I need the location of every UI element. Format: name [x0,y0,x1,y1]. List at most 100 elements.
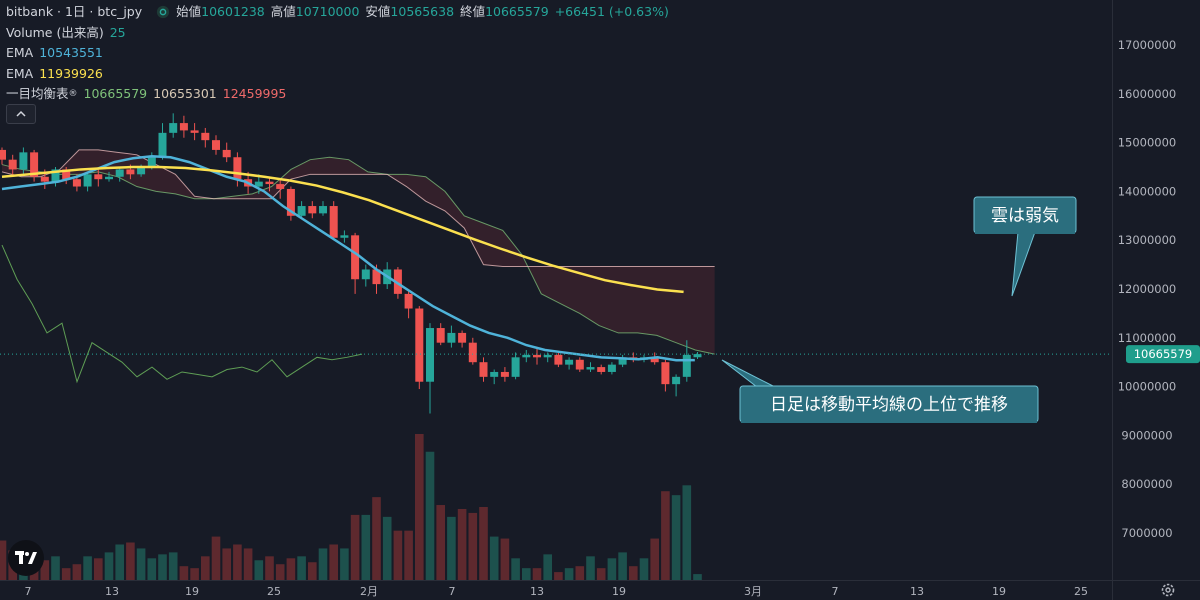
candle-body [179,123,188,131]
ema-short-line [1,155,695,362]
x-tick-label: 25 [1074,585,1088,598]
candle-body [522,354,531,358]
volume-value: 25 [109,24,126,40]
collapse-legend-button[interactable] [6,104,36,124]
volume-bar [61,568,71,580]
volume-bar [382,516,392,580]
chevron-up-icon [16,110,26,117]
candle-body [361,269,370,280]
annotation-cloud-bearish-tail [1011,231,1036,297]
last-price-label: 10665579 [1134,347,1193,361]
candle-body [276,184,285,189]
ema-long-row[interactable]: EMA 11939926 [6,64,669,85]
low-value: 10565638 [390,4,455,19]
y-tick-label: 11000000 [1118,331,1177,345]
gear-icon[interactable] [1160,582,1176,598]
candle-body [554,354,563,365]
volume-bar [126,542,135,580]
x-tick-label: 13 [530,585,544,598]
high-label: 高値 [270,4,296,19]
tradingview-logo[interactable] [8,540,44,576]
eye-icon[interactable] [156,5,170,19]
volume-series [0,434,702,580]
close-label: 終値 [460,4,486,19]
candle-body [147,157,156,167]
y-tick-label: 16000000 [1118,87,1177,101]
candle-body [533,354,541,358]
x-tick-label: 2月 [360,585,378,598]
candle-body [297,206,306,216]
volume-bar [372,497,381,580]
candle-body [404,293,413,309]
candle-body [62,169,71,180]
candle-body [19,152,28,170]
volume-bar [350,514,360,580]
candle-body [126,169,135,175]
volume-bar [682,485,692,580]
volume-bar [650,538,659,580]
candle-body [340,235,349,238]
ema-long-line [1,165,684,294]
candle-body [415,308,424,382]
open-label: 始値 [176,4,202,19]
candle-body [447,332,456,343]
volume-bar [554,572,563,580]
close-value: 10665579 [485,4,549,19]
candle-body [308,206,317,214]
y-tick-label: 8000000 [1121,477,1172,491]
volume-bar [104,552,114,580]
senkou-span-a-line [1,156,715,355]
volume-bar [661,491,670,580]
volume-bar [233,544,242,580]
open-value: 10601238 [201,4,265,19]
ema-short-label: EMA [6,45,34,60]
candle-body [436,328,445,343]
volume-bar [308,562,317,580]
candle-body [0,149,6,160]
chikou-span-line [1,244,363,384]
volume-bar [639,558,649,580]
candle-body [319,206,327,214]
volume-bar [447,516,456,580]
candle-body [500,371,509,377]
x-tick-label: 19 [992,585,1006,598]
high-value: 10710000 [295,4,360,19]
candle-body [233,157,242,180]
symbol-name[interactable]: bitbank · 1日 · btc_jpy [6,4,143,19]
candle-body [137,167,146,175]
candle-body [490,371,499,377]
last-price-badge [1126,345,1200,364]
volume-bar [51,556,60,580]
volume-row[interactable]: Volume (出来高) 25 [6,23,669,44]
volume-bar [479,507,488,580]
volume-bar [511,558,520,580]
ichimoku-row[interactable]: 一目均衡表 ® 10665579 10655301 12459995 [6,84,669,105]
volume-bar [297,556,306,580]
volume-bar [329,544,338,580]
volume-bar [415,434,424,580]
annotation-cloud-bearish: 雲は弱気 [973,196,1077,297]
volume-bar [596,568,606,580]
candle-body [458,332,467,343]
volume-bar [500,538,510,580]
candle-body [672,376,681,385]
volume-bar [575,566,585,580]
volume-bar [136,548,146,580]
y-tick-label: 17000000 [1118,38,1177,52]
candle-body [8,159,17,170]
volume-bar [693,574,702,580]
candle-body [190,130,199,133]
candle-body [693,354,702,358]
candle-body [105,176,113,180]
tradingview-logo-icon [15,551,37,564]
volume-bar [254,560,264,580]
ema-short-row[interactable]: EMA 10543551 [6,43,669,64]
candle-body [158,132,167,158]
y-tick-label: 13000000 [1118,233,1177,247]
candle-body [682,354,691,377]
volume-bar [340,548,349,580]
volume-bar [618,552,627,580]
volume-bar [265,556,274,580]
volume-bar [425,451,435,580]
